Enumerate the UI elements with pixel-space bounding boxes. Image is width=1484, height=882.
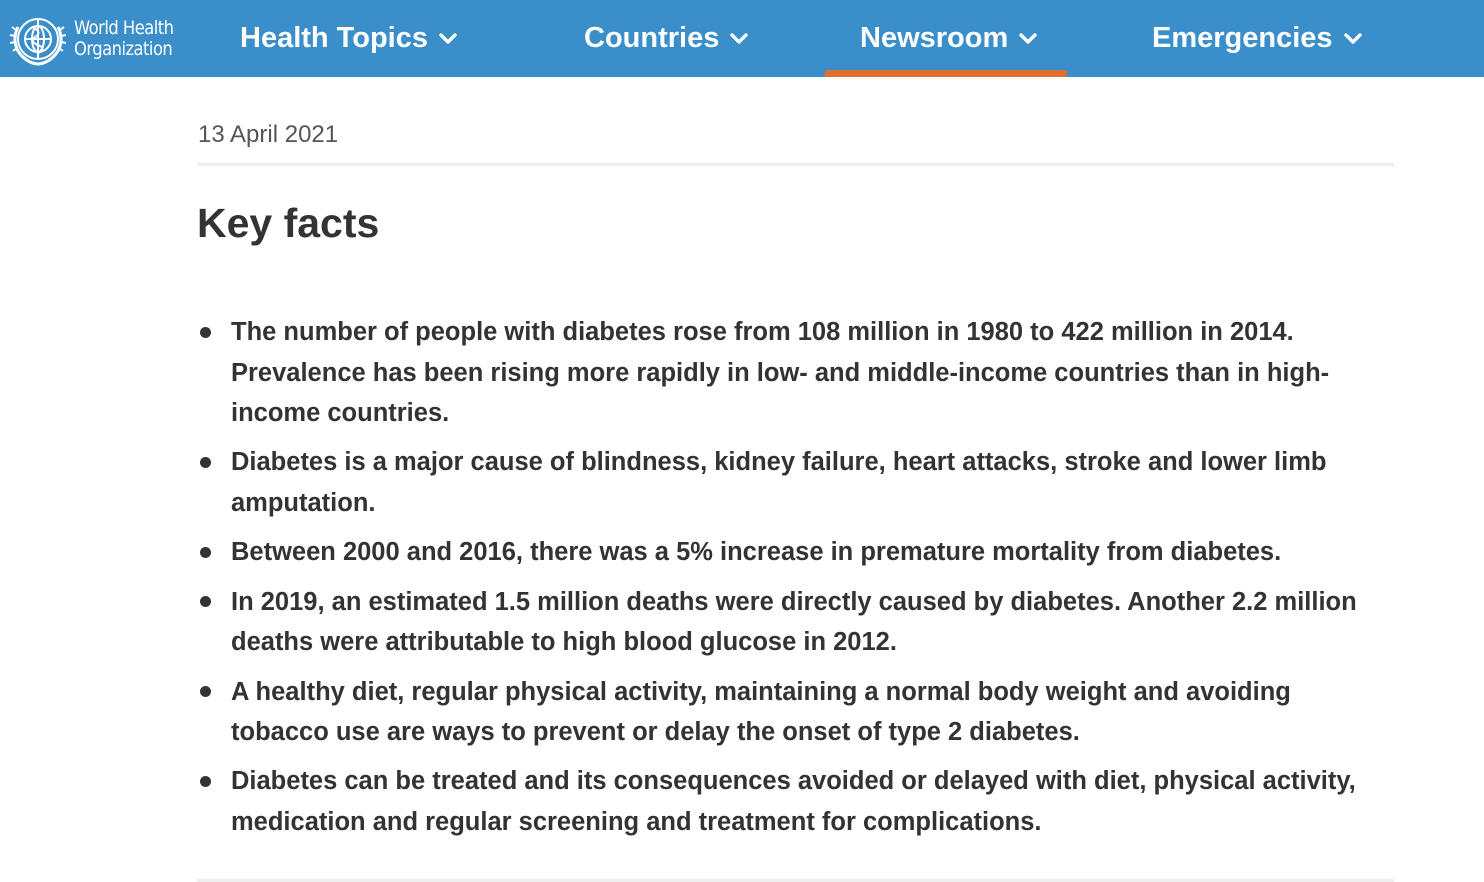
divider	[197, 163, 1394, 166]
key-fact-text: Diabetes is a major cause of blindness, …	[231, 448, 1327, 518]
who-logo-link[interactable]: World Health Organization	[6, 10, 190, 68]
key-fact-item: The number of people with diabetes rose …	[200, 312, 1391, 434]
bullet-icon	[200, 456, 211, 468]
chevron-down-icon	[1019, 32, 1037, 44]
key-facts-list: The number of people with diabetes rose …	[200, 312, 1391, 851]
bullet-icon	[200, 596, 211, 608]
chevron-down-icon	[439, 32, 457, 44]
key-fact-text: A healthy diet, regular physical activit…	[231, 677, 1291, 747]
divider	[197, 879, 1394, 882]
nav-item-label: Emergencies	[1152, 22, 1333, 54]
key-fact-item: A healthy diet, regular physical activit…	[200, 672, 1391, 753]
key-facts-heading: Key facts	[197, 200, 380, 246]
key-fact-item: Diabetes is a major cause of blindness, …	[200, 442, 1391, 523]
logo-text-line2: Organization	[74, 38, 173, 60]
key-fact-item: In 2019, an estimated 1.5 million deaths…	[200, 582, 1391, 663]
who-emblem-icon	[9, 18, 67, 66]
nav-item-label: Health Topics	[240, 22, 428, 54]
key-fact-item: Between 2000 and 2016, there was a 5% in…	[200, 532, 1391, 573]
logo-text-line1: World Health	[74, 17, 174, 39]
publish-date: 13 April 2021	[198, 121, 339, 148]
nav-item-label: Newsroom	[860, 22, 1009, 54]
chevron-down-icon	[730, 32, 749, 44]
nav-item-health-topics[interactable]: Health Topics	[240, 0, 458, 77]
nav-item-label: Countries	[584, 22, 720, 54]
nav-item-emergencies[interactable]: Emergencies	[1152, 0, 1363, 77]
bullet-icon	[200, 326, 211, 338]
key-fact-text: In 2019, an estimated 1.5 million deaths…	[231, 587, 1357, 657]
bullet-icon	[200, 686, 211, 697]
bullet-icon	[200, 546, 211, 558]
top-navigation-bar: World Health Organization Health Topics …	[0, 0, 1484, 77]
nav-item-countries[interactable]: Countries	[584, 0, 749, 77]
nav-active-indicator	[825, 70, 1067, 77]
chevron-down-icon	[1343, 32, 1362, 44]
key-fact-text: The number of people with diabetes rose …	[231, 318, 1330, 428]
nav-item-newsroom[interactable]: Newsroom	[860, 0, 1038, 77]
bullet-icon	[200, 775, 211, 787]
key-fact-item: Diabetes can be treated and its conseque…	[200, 761, 1391, 842]
key-fact-text: Between 2000 and 2016, there was a 5% in…	[231, 538, 1282, 567]
key-fact-text: Diabetes can be treated and its conseque…	[231, 767, 1356, 836]
